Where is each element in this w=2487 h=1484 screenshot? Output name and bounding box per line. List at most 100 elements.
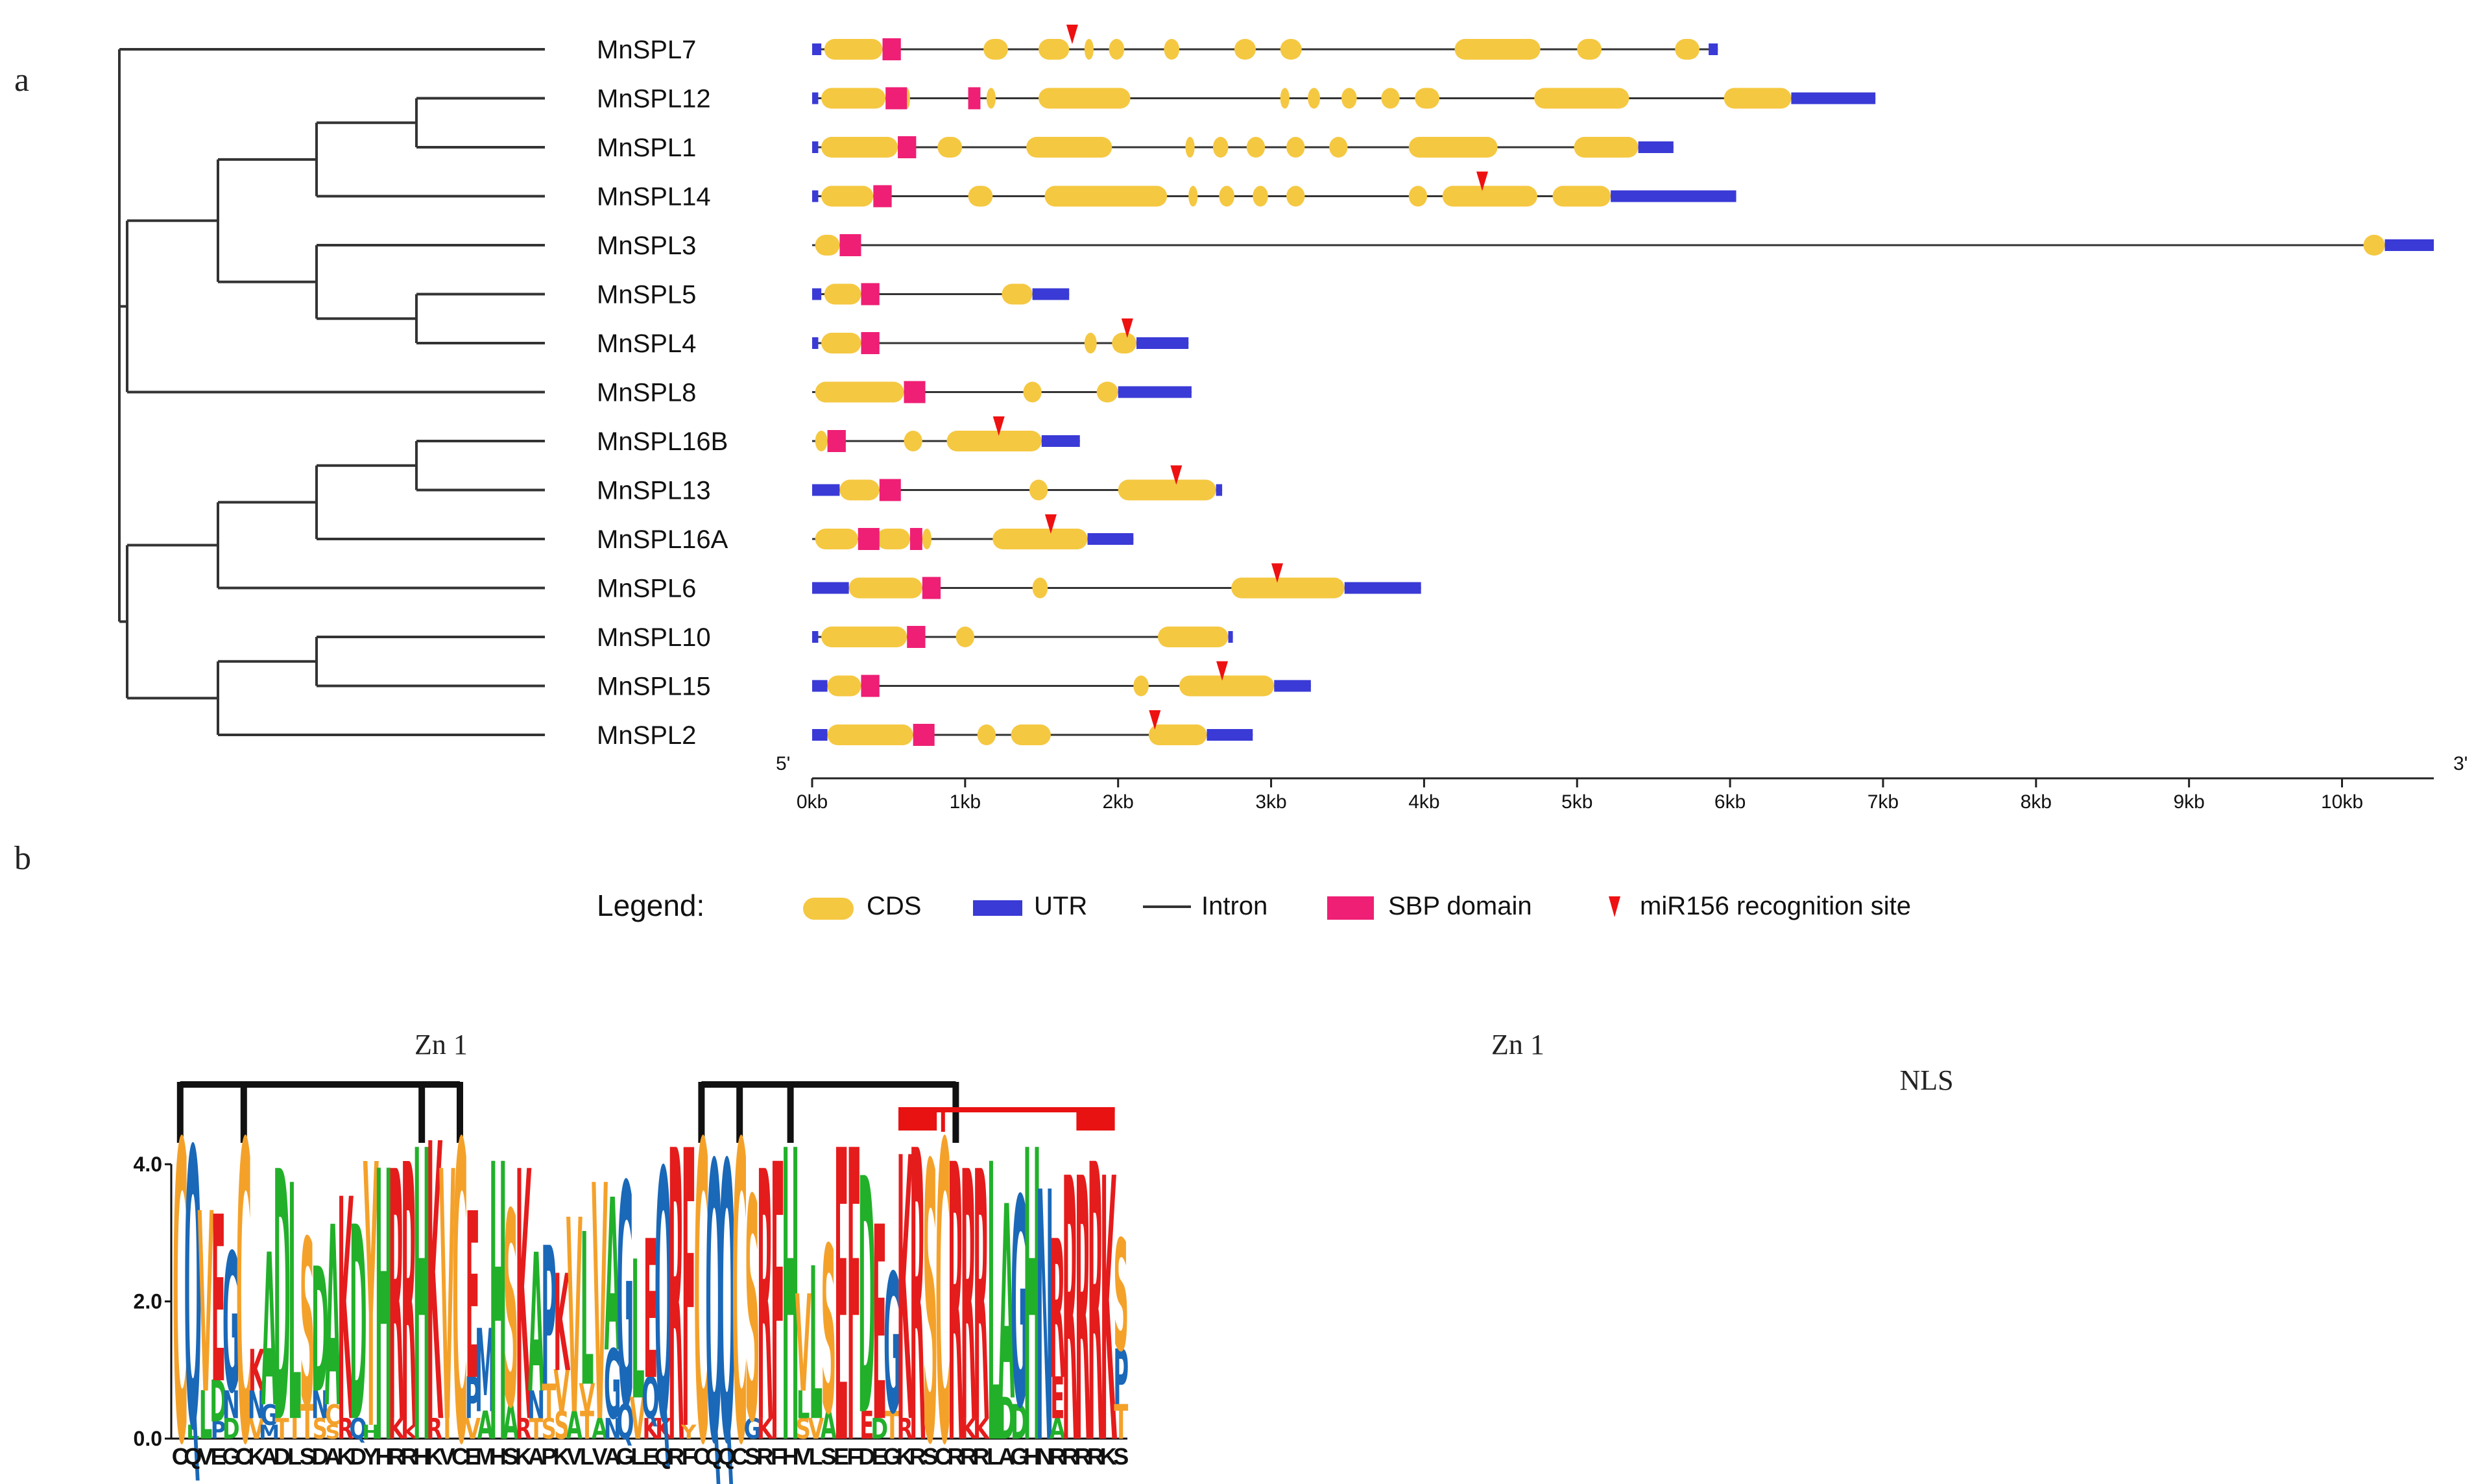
cds-exon <box>1577 39 1602 60</box>
cds-exon <box>1133 675 1149 697</box>
gene-structure-tracks <box>812 25 2434 746</box>
cds-exon <box>815 381 904 403</box>
gene-name-mnspl8: MnSPL8 <box>597 379 696 407</box>
logo-column: TPS <box>1113 1208 1129 1450</box>
consensus-residue: L <box>631 1443 645 1470</box>
logo-letter-k: K <box>389 1413 406 1446</box>
consensus-residue: R <box>1087 1443 1104 1470</box>
logo-column: KR <box>401 1090 418 1484</box>
consensus-residue: V <box>439 1443 455 1470</box>
utr-segment <box>812 484 840 496</box>
five-prime-label: 5' <box>776 753 790 774</box>
cds-exon <box>1188 186 1198 207</box>
logo-letter-f: F <box>682 1072 696 1484</box>
mir156-site-marker <box>1170 465 1183 485</box>
cds-exon <box>986 88 996 109</box>
consensus-residue: H <box>782 1443 799 1470</box>
cds-exon <box>2363 235 2385 256</box>
legend-sbp-label: SBP domain <box>1388 892 1532 920</box>
logo-column: VPE <box>464 1166 481 1446</box>
consensus-residue: A <box>604 1443 621 1470</box>
gene-track-mnspl14 <box>812 171 1736 208</box>
cds-exon <box>1415 88 1439 109</box>
cds-exon <box>1212 137 1229 158</box>
consensus-residue: L <box>987 1443 1001 1470</box>
logo-letter-t: T <box>300 1395 315 1450</box>
mir156-site-marker <box>1271 563 1283 583</box>
logo-column: S <box>923 1086 938 1484</box>
logo-letter-g: G <box>604 1330 621 1441</box>
cds-exon <box>1552 186 1611 207</box>
logo-letter-d: D <box>998 1385 1015 1453</box>
logo-column: LQ <box>184 1072 202 1484</box>
cds-exon <box>1253 186 1268 207</box>
logo-column: F <box>847 1068 861 1484</box>
logo-letter-v: V <box>248 1413 265 1446</box>
cds-exon <box>1724 88 1792 109</box>
cds-exon <box>1002 283 1033 305</box>
logo-letter-v: V <box>464 1413 481 1446</box>
logo-letter-t: T <box>1114 1395 1128 1450</box>
logo-column: Q <box>705 1086 723 1484</box>
mir156-site-marker <box>1121 318 1133 338</box>
mir156-site-marker <box>1066 25 1078 44</box>
gene-track-mnspl3 <box>812 234 2434 256</box>
consensus-residue: C <box>693 1443 710 1470</box>
cds-exon <box>1408 137 1498 158</box>
logo-column: N <box>1036 1121 1053 1484</box>
logo-letter-k: K <box>401 1421 418 1443</box>
nls-label: NLS <box>1899 1064 1953 1096</box>
sbp-domain <box>861 332 880 354</box>
gene-track-mnspl16b <box>812 416 1080 452</box>
consensus-residue: R <box>947 1443 964 1470</box>
consensus-residue: K <box>896 1443 913 1470</box>
logo-letter-v: V <box>630 1385 646 1453</box>
cds-exon <box>821 137 898 158</box>
legend-mir156-swatch <box>1609 896 1620 917</box>
cds-exon <box>992 529 1088 549</box>
legend-sbp-swatch <box>1327 896 1374 920</box>
cds-exon <box>1534 88 1629 109</box>
logo-letter-l: L <box>987 1086 1001 1484</box>
logo-letter-v: V <box>592 1119 608 1484</box>
sbp-domain <box>873 185 892 208</box>
nls-bracket-block <box>1076 1107 1115 1131</box>
consensus-residue: S <box>300 1443 315 1470</box>
kb-tick-label: 9kb <box>2173 791 2204 813</box>
utr-segment <box>812 190 819 202</box>
gene-name-mnspl14: MnSPL14 <box>597 183 711 211</box>
consensus-residue: K <box>1100 1443 1117 1470</box>
logo-column: HY <box>362 1090 379 1484</box>
cds-exon <box>821 333 861 353</box>
logo-letter-d: D <box>858 1112 876 1484</box>
logo-column: DE <box>871 1170 888 1481</box>
cds-exon <box>922 529 931 549</box>
kb-tick-label: 3kb <box>1255 791 1286 813</box>
logo-column: LV <box>198 1160 214 1454</box>
sbp-domain <box>885 87 907 110</box>
gene-track-mnspl16a <box>812 514 1134 550</box>
gene-name-mnspl12: MnSPL12 <box>597 85 711 114</box>
cds-exon <box>1454 39 1541 60</box>
domain-brackets: Zn 1 Zn 1 NLS <box>176 1029 1954 1143</box>
logo-letter-a: A <box>821 1404 837 1448</box>
gene-track-mnspl15 <box>812 661 1311 697</box>
logo-letter-m: M <box>259 1421 280 1443</box>
cds-exon <box>1675 39 1700 60</box>
consensus-residue: F <box>682 1443 696 1470</box>
logo-column: DA <box>998 1149 1015 1460</box>
consensus-residue: G <box>222 1443 240 1470</box>
phylogenetic-tree <box>118 48 545 736</box>
consensus-residue: E <box>211 1443 226 1470</box>
logo-column: SVK <box>553 1246 570 1448</box>
consensus-residue: K <box>248 1443 265 1470</box>
mir156-site-marker <box>1044 514 1057 534</box>
logo-letter-g: G <box>261 1399 278 1432</box>
cds-exon <box>1109 39 1125 60</box>
logo-letter-r: R <box>897 1413 913 1446</box>
logo-column: R <box>1088 1086 1104 1484</box>
cds-exon <box>1084 333 1097 353</box>
utr-segment <box>2385 239 2434 251</box>
sbp-domain <box>907 626 926 648</box>
logo-column: QD <box>349 1170 366 1481</box>
